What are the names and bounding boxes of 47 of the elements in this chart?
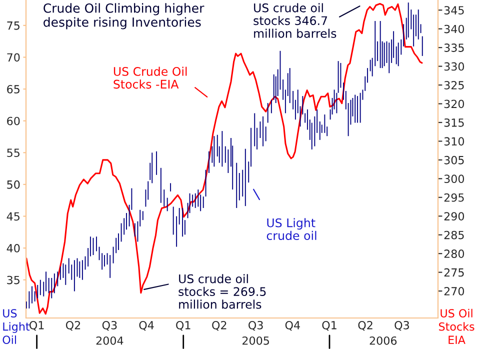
x2-tick-label: 2006 — [370, 336, 397, 345]
y2-tick-label: 325 — [444, 81, 464, 90]
y2-tick-label: 300 — [444, 174, 464, 184]
x-tick-label: Q4 — [139, 320, 154, 331]
y-tick-label: 45 — [6, 212, 20, 221]
x-tick-label: Q3 — [102, 320, 117, 331]
y2-tick-label: 335 — [444, 44, 464, 52]
y2-tick-label: 320 — [444, 100, 464, 108]
y-tick-label: 50 — [7, 180, 20, 189]
y-tick-label: 35 — [7, 276, 20, 284]
x2-tick-label: 2004 — [96, 336, 124, 345]
y2-tick-label: 330 — [444, 62, 464, 71]
y-axis-title: US Light Oil — [2, 309, 30, 344]
y-tick-label: 75 — [7, 22, 20, 30]
text: Crude Oil Climbing higher despite rising Inventories — [44, 3, 204, 30]
x-tick-label: Q1 — [30, 320, 44, 331]
y2-tick-label: 285 — [444, 230, 464, 240]
y-tick-label: 70 — [7, 53, 20, 62]
x-tick-label: Q2 — [66, 320, 80, 331]
annotation: US crude oil stocks = 269.5 million barrels — [178, 274, 266, 309]
x2-tick-label: 2005 — [242, 336, 269, 345]
y-tick-label: 40 — [6, 244, 20, 252]
y2-tick-label: 315 — [444, 118, 464, 127]
y2-tick-label: 340 — [444, 24, 464, 34]
y2-tick-label: 280 — [444, 250, 464, 258]
y2-tick-label: 295 — [444, 193, 464, 202]
x-tick-label: Q2 — [212, 320, 226, 331]
x-tick-label: Q1 — [322, 320, 336, 331]
y2-tick-label: 270 — [444, 287, 464, 296]
y2-axis-title: US Oil Stocks EIA — [439, 308, 474, 344]
y-tick-label: 60 — [7, 116, 20, 126]
x-tick-label: Q2 — [358, 320, 372, 331]
annotation: US Light crude oil — [266, 218, 316, 240]
y2-tick-label: 305 — [444, 156, 464, 164]
x-tick-label: Q3 — [248, 320, 263, 331]
y-tick-label: 65 — [7, 85, 20, 94]
annotation: US Crude Oil Stocks -EIA — [114, 66, 187, 89]
y-tick-label: 55 — [7, 148, 20, 158]
y2-tick-label: 290 — [444, 212, 464, 220]
y2-tick-label: 345 — [444, 6, 464, 14]
y2-tick-label: 310 — [444, 137, 464, 146]
line-series — [26, 2, 423, 315]
x-tick-label: Q4 — [285, 320, 300, 331]
annotation: US crude oil stocks 346.7 million barrels — [254, 3, 336, 38]
x-tick-label: Q3 — [394, 320, 409, 331]
x-tick-label: Q1 — [176, 320, 190, 331]
y2-tick-label: 275 — [444, 268, 464, 277]
